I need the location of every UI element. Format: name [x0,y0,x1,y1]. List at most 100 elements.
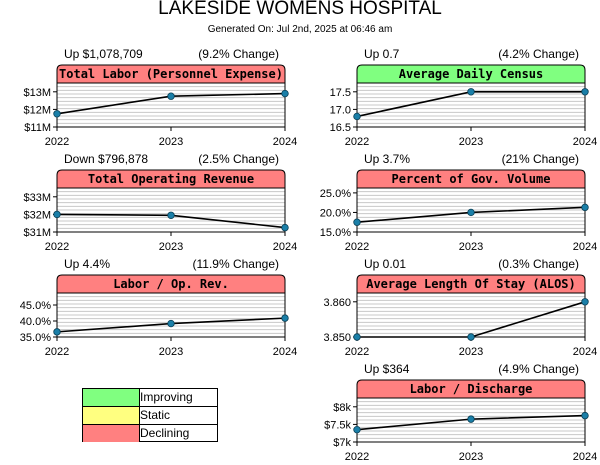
data-point [167,211,175,219]
data-point [353,333,361,341]
x-tick-label: 2023 [459,451,483,463]
data-point [353,218,361,226]
change-percent: (21% Change) [502,152,579,166]
chart-percent-gov-volume: Up 3.7% (21% Change) Percent of Gov. Volum… [300,150,597,253]
chart-svg-total-operating-revenue: Down $796,878 (2.5% Change) Total Operatin… [23,152,297,253]
data-point [581,88,589,96]
y-tick-label: 40.0% [20,316,51,328]
y-tick-label: $33M [23,192,51,204]
x-tick-label: 2022 [345,241,369,253]
x-tick-label: 2023 [459,346,483,358]
data-point [353,425,361,434]
y-tick-label: 20.0% [320,207,351,219]
chart-svg-average-daily-census: Up 0.7 (4.2% Change) Average Daily Census 1… [330,47,598,148]
x-tick-label: 2023 [159,241,183,253]
y-tick-label: 16.5 [330,122,351,134]
legend-item-static: Static [83,407,217,424]
chart-title: Total Labor (Personnel Expense) [59,67,283,81]
data-point [467,415,475,423]
legend-swatch-static [83,407,140,424]
legend-label-improving: Improving [140,390,193,404]
x-tick-label: 2024 [273,346,297,358]
data-point [53,328,61,336]
chart-svg-average-length-of-stay-alos: Up 0.01 (0.3% Change) Average Length Of St… [323,257,597,358]
chart-title: Average Length Of Stay (ALOS) [366,277,576,291]
x-tick-label: 2022 [45,241,69,253]
chart-title: Labor / Op. Rev. [113,277,229,291]
y-tick-label: 3.850 [323,332,351,344]
chart-title: Average Daily Census [399,67,544,81]
legend-label-static: Static [140,408,171,422]
data-point [581,411,589,420]
y-tick-label: 25.0% [320,188,351,200]
x-tick-label: 2022 [345,136,369,148]
data-point [167,319,175,328]
data-point [281,89,289,98]
chart-title: Percent of Gov. Volume [392,172,551,186]
x-tick-label: 2024 [573,451,597,463]
chart-alos: Up 0.01 (0.3% Change) Average Length Of St… [300,255,597,358]
data-point [581,298,589,306]
chart-title-banner [356,169,586,189]
chart-title: Total Operating Revenue [88,172,254,186]
legend-divider [83,424,217,425]
x-tick-label: 2024 [273,241,297,253]
x-tick-label: 2024 [573,241,597,253]
data-point [281,314,289,322]
y-tick-label: $12M [23,104,51,116]
change-value: Up 0.7 [364,47,400,61]
change-value: Up $1,078,709 [64,47,143,61]
y-tick-label: $11M [24,122,51,134]
legend-divider [83,406,217,407]
data-point [467,333,475,341]
x-tick-label: 2022 [345,346,369,358]
x-tick-label: 2024 [573,346,597,358]
chart-title-banner [56,169,286,189]
chart-svg-labor-discharge: Up $364 (4.9% Change) Labor / Discharge $7k… [324,362,597,463]
status-legend: Improving Static Declining [82,388,218,442]
change-value: Up 0.01 [364,257,406,271]
x-tick-label: 2024 [273,136,297,148]
chart-svg-labor-op-rev: Up 4.4% (11.9% Change) Labor / Op. Rev. 35.… [20,257,297,358]
generated-timestamp: Generated On: Jul 2nd, 2025 at 06:46 am [207,24,393,35]
y-tick-label: 17.0 [330,104,351,116]
y-tick-label: 3.860 [323,297,351,309]
page-title: LAKESIDE WOMENS HOSPITAL [158,0,442,19]
change-percent: (4.9% Change) [498,362,579,376]
change-percent: (11.9% Change) [193,257,280,271]
chart-title-banner [356,379,586,399]
change-percent: (0.3% Change) [498,257,579,271]
chart-title: Labor / Discharge [410,382,533,396]
legend-item-improving: Improving [83,389,217,406]
chart-title-banner [356,274,586,294]
y-tick-label: 17.5 [330,87,351,99]
y-tick-label: $7.5k [324,419,351,431]
chart-average-daily-census: Up 0.7 (4.2% Change) Average Daily Census 1… [300,45,598,148]
y-tick-label: $7k [333,437,351,449]
chart-svg-total-labor-personnel-expense: Up $1,078,709 (9.2% Change) Total Labor (P… [23,47,297,148]
data-point [581,203,589,212]
chart-title-banner [56,274,286,294]
x-tick-label: 2023 [159,346,183,358]
chart-title-banner [356,64,586,84]
legend-swatch-declining [83,425,140,442]
x-tick-label: 2023 [159,136,183,148]
data-point [467,88,475,96]
x-tick-label: 2023 [459,136,483,148]
data-point [353,112,361,121]
data-point [167,92,175,100]
change-value: Up 4.4% [64,257,110,271]
y-tick-label: 45.0% [20,300,51,312]
change-percent: (9.2% Change) [198,47,279,61]
legend-item-declining: Declining [83,425,217,442]
y-tick-label: $8k [333,402,351,414]
x-tick-label: 2024 [573,136,597,148]
chart-labor-discharge: Up $364 (4.9% Change) Labor / Discharge $7k… [300,360,597,463]
chart-svg-percent-of-gov-volume: Up 3.7% (21% Change) Percent of Gov. Volum… [320,152,597,253]
chart-labor-op-rev: Up 4.4% (11.9% Change) Labor / Op. Rev. 35.… [0,255,297,358]
change-value: Up 3.7% [364,152,410,166]
chart-total-labor: Up $1,078,709 (9.2% Change) Total Labor (P… [0,45,297,148]
y-tick-label: 15.0% [320,227,351,239]
chart-title-banner [56,64,286,84]
change-percent: (4.2% Change) [498,47,579,61]
